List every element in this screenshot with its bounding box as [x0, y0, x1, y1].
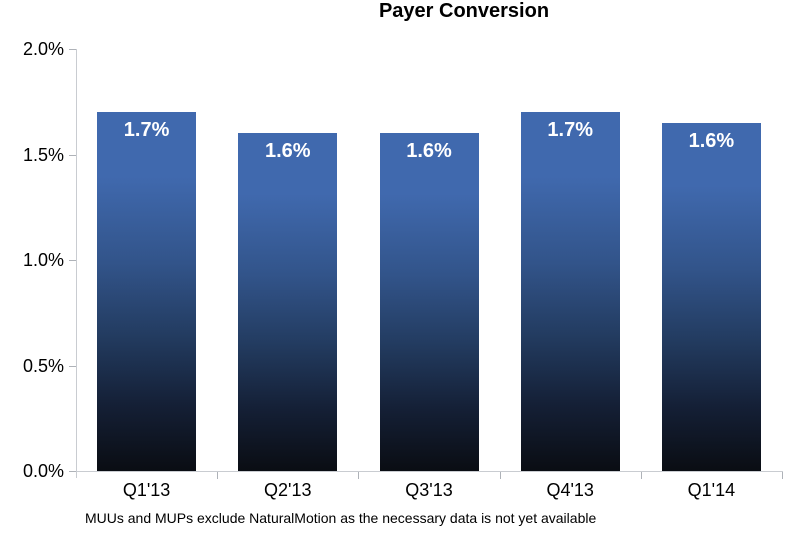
x-tick-mark — [217, 472, 219, 479]
bar-Q1'13: 1.7% — [97, 112, 197, 471]
chart-footnote: MUUs and MUPs exclude NaturalMotion as t… — [85, 510, 597, 526]
x-axis-label: Q4'13 — [546, 480, 594, 500]
bar-Q4'13: 1.7% — [520, 112, 620, 471]
x-tick-mark — [640, 472, 642, 479]
x-tick-mark — [499, 472, 501, 479]
y-tick-mark — [69, 154, 76, 156]
chart-title: Payer Conversion — [378, 0, 550, 22]
y-tick-label: 2.0% — [22, 39, 64, 59]
bar-value-label: 1.6% — [265, 140, 311, 163]
x-tick-mark — [782, 472, 783, 479]
x-axis-line — [76, 471, 783, 472]
y-tick-label: 1.0% — [22, 250, 64, 270]
y-tick-label: 0.5% — [22, 355, 64, 376]
y-tick-mark — [69, 471, 76, 472]
bar-value-label: 1.7% — [123, 119, 170, 142]
x-axis-label: Q3'13 — [405, 480, 453, 500]
y-tick-label: 1.5% — [22, 144, 64, 165]
bar-value-label: 1.6% — [406, 140, 452, 163]
x-tick-mark — [358, 472, 360, 479]
bar-Q2'13: 1.6% — [238, 133, 338, 471]
y-tick-mark — [69, 365, 76, 367]
y-axis-line — [76, 49, 77, 478]
bar-value-label: 1.7% — [547, 119, 593, 142]
x-axis-label: Q2'13 — [264, 480, 312, 500]
bar-Q3'13: 1.6% — [379, 133, 479, 471]
bar-value-label: 1.6% — [688, 129, 735, 152]
y-tick-label: 0.0% — [22, 461, 64, 481]
x-axis-label: Q1'14 — [687, 480, 736, 500]
bar-Q1'14: 1.6% — [661, 122, 761, 471]
y-tick-mark — [69, 260, 76, 261]
x-axis-label: Q1'13 — [122, 480, 171, 500]
y-tick-mark — [69, 49, 76, 50]
